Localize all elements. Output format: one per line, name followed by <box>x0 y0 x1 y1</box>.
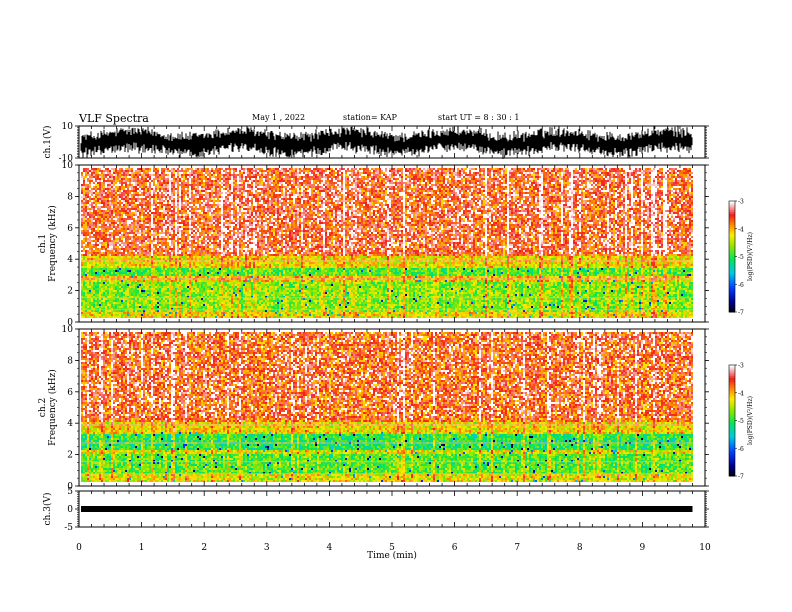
x-ticks <box>78 491 706 527</box>
ch3-trace <box>81 506 693 512</box>
colorbar-label: log(PSD)(V²/Hz) <box>747 232 754 281</box>
colorbar-tick: -3 <box>738 363 744 370</box>
y-tick-label: -10 <box>59 154 74 164</box>
y-axis: 0 2 4 6 8 10 <box>62 161 709 328</box>
y-tick-label: 5 <box>67 487 73 497</box>
y-axis: 5 0 -5 <box>64 487 709 533</box>
x-tick-label: 9 <box>640 543 646 553</box>
ch2-spectrogram-cells <box>81 332 693 482</box>
y-tick-label: 0 <box>67 482 73 492</box>
y-tick-label: 0 <box>67 505 73 515</box>
y-tick-label: 8 <box>67 192 73 202</box>
ch1-spectrogram-ylabel: ch.1 <box>38 234 48 253</box>
colorbar-tick: -7 <box>738 474 744 481</box>
start-time-label: start UT = 8 : 30 : 1 <box>438 113 519 122</box>
y-tick-label: 10 <box>62 161 74 171</box>
y-tick-label: 4 <box>67 255 73 265</box>
ch3-ylabel: ch.3(V) <box>42 493 53 526</box>
x-tick-label: 2 <box>201 543 207 553</box>
x-ticks <box>78 165 706 322</box>
y-tick-label: 10 <box>62 325 74 335</box>
x-tick-label: 6 <box>452 543 458 553</box>
y-tick-label: 10 <box>62 122 74 132</box>
x-axis-labels: 0 1 2 3 4 5 6 7 8 9 10 Time (min) <box>76 543 711 561</box>
colorbar-tick: -4 <box>738 226 744 233</box>
y-tick-label: 8 <box>67 356 73 366</box>
colorbar-tick: -4 <box>738 390 744 397</box>
y-tick-label: -5 <box>64 523 73 533</box>
colorbar-label: log(PSD)(V²/Hz) <box>747 396 754 445</box>
ch1-ylabel: ch.1(V) <box>42 126 53 159</box>
station-label: station= KAP <box>343 113 397 122</box>
figure-title: VLF Spectra <box>79 112 149 125</box>
date-label: May 1 , 2022 <box>252 113 305 122</box>
colorbar-tick: -3 <box>738 199 744 206</box>
ch1-spectrogram-colorbar: -3 -4 -5 -6 -7 log(PSD)(V²/Hz) <box>728 199 754 317</box>
colorbar-tick: -7 <box>738 310 744 317</box>
y-tick-label: 2 <box>67 451 73 461</box>
ch1-waveform-series <box>80 125 693 159</box>
y-tick-label: 0 <box>67 318 73 328</box>
x-tick-label: 7 <box>514 543 520 553</box>
x-tick-label: 3 <box>264 543 270 553</box>
y-axis: 0 2 4 6 8 10 <box>62 325 709 492</box>
x-ticks <box>78 126 706 158</box>
x-ticks <box>78 329 706 486</box>
x-axis-title: Time (min) <box>367 550 417 561</box>
y-tick-label: 2 <box>67 287 73 297</box>
colorbar-tick: -5 <box>738 254 744 261</box>
y-tick-label: 6 <box>67 224 73 234</box>
colorbar-tick: -5 <box>738 418 744 425</box>
x-tick-label: 4 <box>327 543 333 553</box>
colorbar-tick: -6 <box>738 446 744 453</box>
ch1-spectrogram-cells <box>81 168 693 318</box>
ch1-spectrogram-ylabel: Frequency (kHz) <box>47 205 58 282</box>
x-tick-label: 5 <box>389 543 395 553</box>
colorbar-tick: -6 <box>738 282 744 289</box>
y-axis: 10 -10 <box>59 122 709 164</box>
ch2-spectrogram-ylabel: ch.2 <box>38 398 48 417</box>
x-tick-label: 8 <box>577 543 583 553</box>
y-tick-label: 4 <box>67 419 73 429</box>
ch2-spectrogram-colorbar: -3 -4 -5 -6 -7 log(PSD)(V²/Hz) <box>728 363 754 481</box>
y-tick-label: 6 <box>67 388 73 398</box>
x-tick-label: 1 <box>139 543 145 553</box>
ch2-spectrogram-ylabel: Frequency (kHz) <box>47 369 58 446</box>
x-tick-label: 0 <box>76 543 82 553</box>
ch3-waveform-series <box>81 506 693 512</box>
x-tick-label: 10 <box>699 543 711 553</box>
